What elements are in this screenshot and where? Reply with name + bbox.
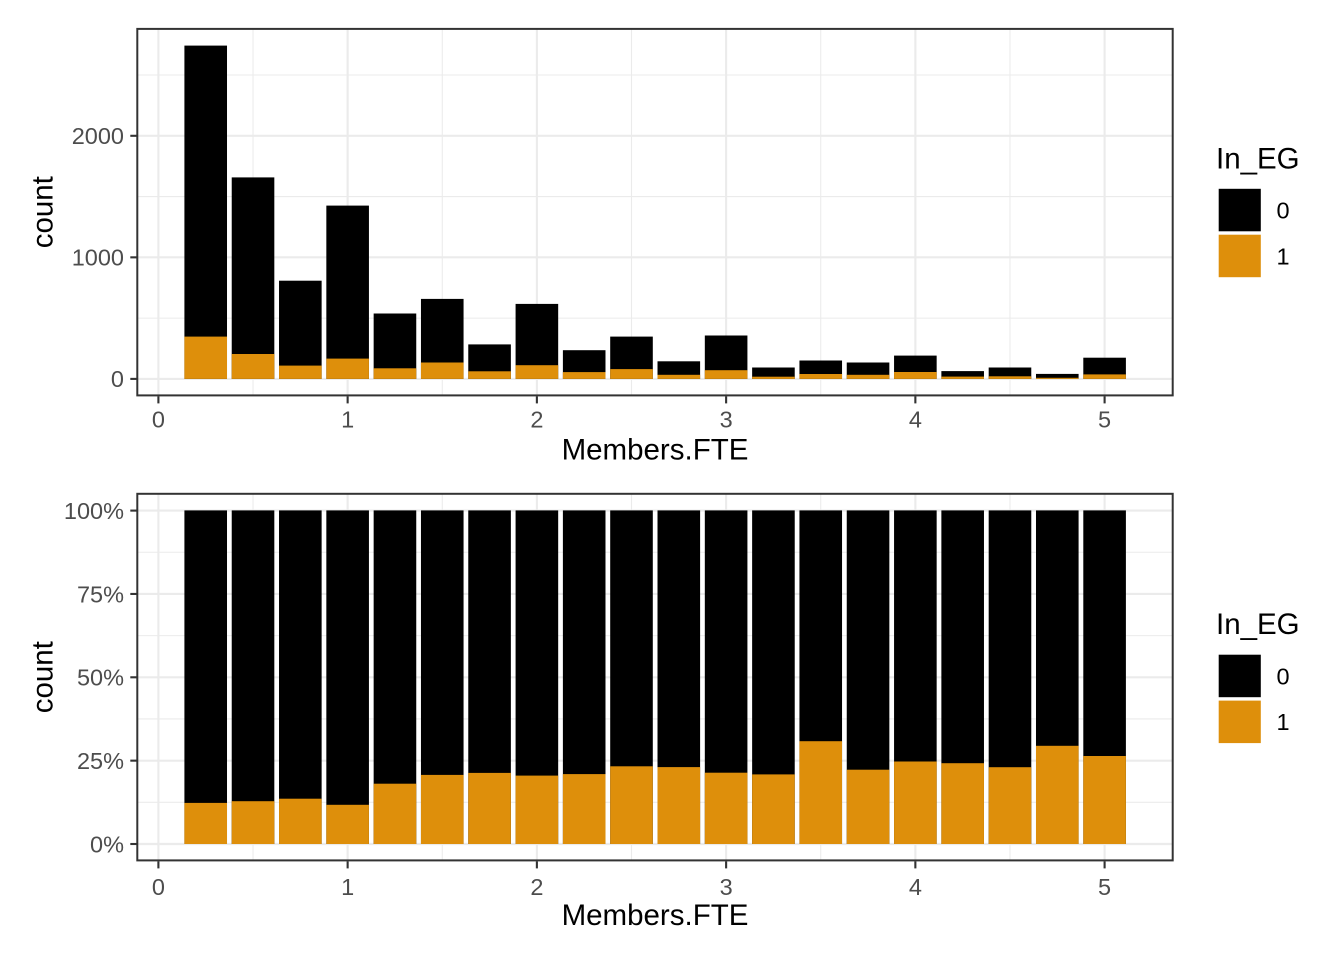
svg-text:count: count [26,641,59,713]
svg-text:5: 5 [1098,406,1111,432]
svg-text:3: 3 [720,874,733,900]
svg-text:In_EG: In_EG [1216,608,1300,641]
svg-text:0: 0 [1277,663,1290,689]
svg-text:1: 1 [1277,709,1290,735]
svg-text:1000: 1000 [72,245,124,271]
svg-text:2: 2 [530,406,543,432]
svg-text:In_EG: In_EG [1216,142,1300,175]
svg-text:4: 4 [909,406,922,432]
svg-text:0: 0 [152,874,165,900]
svg-text:0: 0 [152,406,165,432]
svg-text:25%: 25% [77,748,124,774]
svg-text:5: 5 [1098,874,1111,900]
svg-text:Members.FTE: Members.FTE [562,899,749,932]
svg-text:1: 1 [1277,243,1290,269]
svg-text:1: 1 [341,874,354,900]
svg-text:0%: 0% [90,831,124,857]
svg-text:count: count [26,176,59,248]
svg-text:100%: 100% [64,498,124,524]
svg-text:2: 2 [530,874,543,900]
svg-text:75%: 75% [77,581,124,607]
svg-text:1: 1 [341,406,354,432]
svg-text:0: 0 [111,366,124,392]
svg-text:4: 4 [909,874,922,900]
svg-text:50%: 50% [77,665,124,691]
svg-text:0: 0 [1277,197,1290,223]
svg-text:2000: 2000 [72,123,124,149]
svg-text:Members.FTE: Members.FTE [562,434,749,467]
svg-text:3: 3 [720,406,733,432]
